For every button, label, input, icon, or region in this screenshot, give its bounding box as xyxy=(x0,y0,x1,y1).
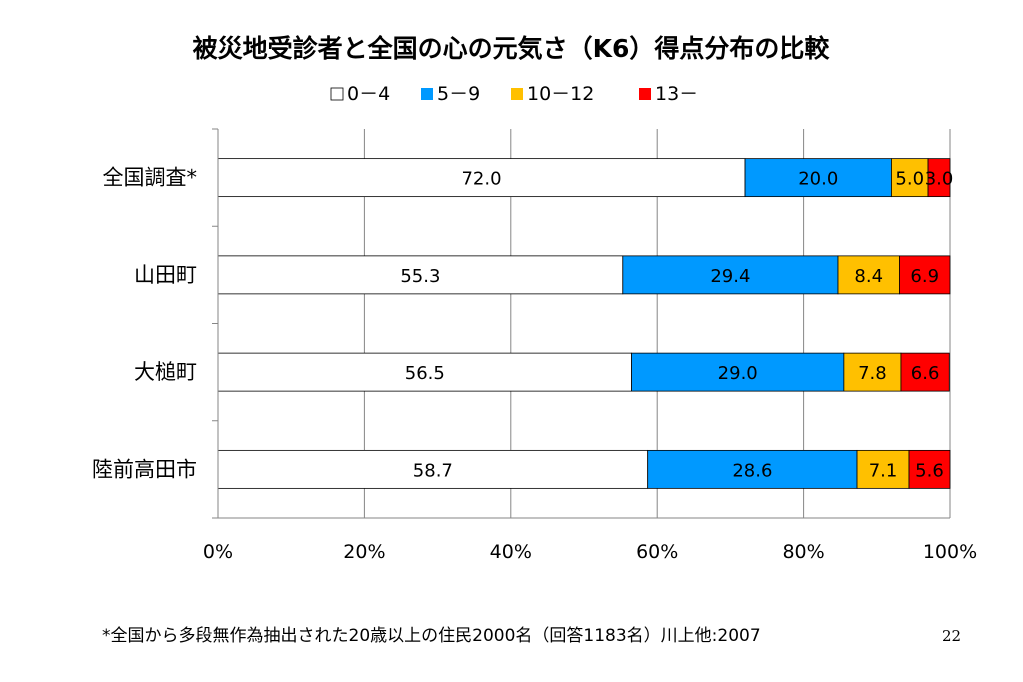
bar-segment xyxy=(647,449,858,489)
legend-swatch xyxy=(330,87,344,101)
x-tick-label: 0% xyxy=(203,541,233,563)
data-label: 5.0 xyxy=(895,169,924,190)
data-label: 3.0 xyxy=(925,169,954,190)
category-label: 大槌町 xyxy=(134,360,197,384)
data-label: 29.4 xyxy=(710,266,750,287)
bar-segment xyxy=(217,352,632,392)
bar-segment xyxy=(744,158,892,198)
data-label: 6.6 xyxy=(911,363,940,384)
data-label: 72.0 xyxy=(461,169,501,190)
data-label: 8.4 xyxy=(854,266,883,287)
data-label: 28.6 xyxy=(732,460,772,481)
page-number: 22 xyxy=(942,627,962,645)
data-label: 7.1 xyxy=(869,460,898,481)
category-label: 陸前高田市 xyxy=(92,457,197,481)
bar-segment xyxy=(891,158,929,198)
bar-segment xyxy=(856,449,910,489)
data-label: 6.9 xyxy=(910,266,939,287)
legend-label: 0－4 xyxy=(347,83,390,105)
bar-segment xyxy=(837,255,900,295)
data-label: 7.8 xyxy=(858,363,887,384)
bar-segment xyxy=(927,158,951,198)
data-label: 5.6 xyxy=(915,460,944,481)
category-label: 全国調査* xyxy=(103,166,198,190)
legend-swatch xyxy=(639,88,651,100)
legend-label: 10－12 xyxy=(527,83,594,105)
x-tick-label: 60% xyxy=(636,541,678,563)
x-tick-label: 20% xyxy=(343,541,385,563)
data-label: 29.0 xyxy=(718,363,758,384)
legend: 0－4 5－9 10－12 13－ xyxy=(330,83,698,105)
legend-swatch xyxy=(511,88,523,100)
x-axis: 0% 20% 40% 60% 80% 100% xyxy=(203,517,977,563)
footnote: *全国から多段無作為抽出された20歳以上の住民2000名（回答1183名）川上他… xyxy=(102,626,761,646)
category-label: 山田町 xyxy=(134,263,197,287)
data-label: 20.0 xyxy=(798,169,838,190)
data-label: 58.7 xyxy=(413,460,453,481)
legend-label: 5－9 xyxy=(437,83,480,105)
x-tick-label: 80% xyxy=(782,541,824,563)
bar-segment xyxy=(631,352,845,392)
data-label: 56.5 xyxy=(405,363,445,384)
x-tick-label: 40% xyxy=(490,541,532,563)
legend-swatch xyxy=(421,88,433,100)
bar-segment xyxy=(900,352,950,392)
bar-segment xyxy=(217,449,649,489)
bars: 72.0 20.0 5.0 3.0 55.3 29.4 8.4 6.9 56.5 29.0 7.8 6… xyxy=(217,158,954,489)
legend-label: 13－ xyxy=(655,83,698,105)
bar-segment xyxy=(217,158,746,198)
x-tick-label: 100% xyxy=(923,541,977,563)
bar-segment xyxy=(899,255,951,295)
data-label: 55.3 xyxy=(400,266,440,287)
bar-segment xyxy=(908,449,951,489)
chart-title: 被災地受診者と全国の心の元気さ（K6）得点分布の比較 xyxy=(193,34,831,63)
